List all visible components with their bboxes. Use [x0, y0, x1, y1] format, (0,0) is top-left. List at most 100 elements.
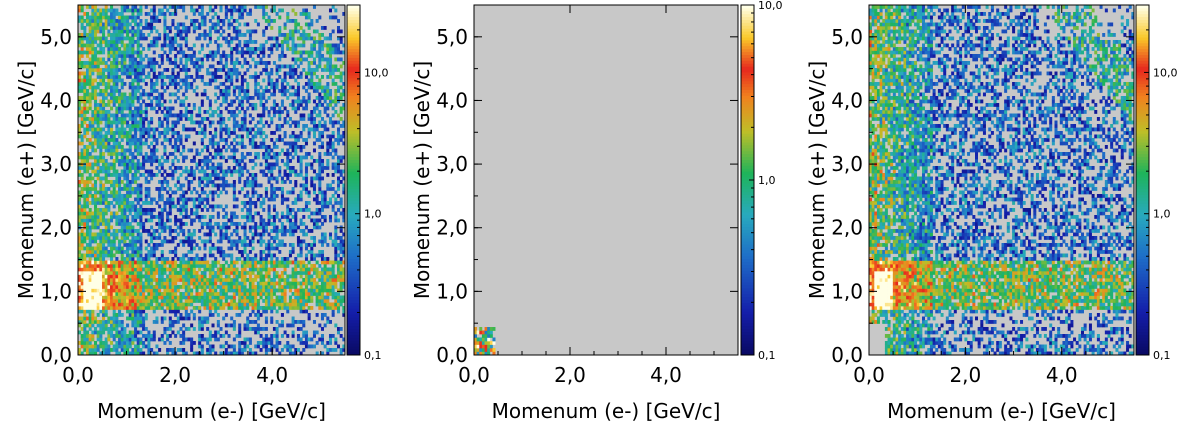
heatmap-cell — [123, 43, 127, 48]
heatmap-cell — [120, 330, 124, 335]
heatmap-cell — [126, 29, 130, 34]
heatmap-cell — [83, 204, 87, 209]
heatmap-cell — [206, 145, 210, 149]
heatmap-cell — [128, 57, 132, 62]
heatmap-cell — [214, 232, 218, 237]
heatmap-cell — [158, 169, 162, 174]
heatmap-cell — [198, 295, 202, 300]
heatmap-cell — [240, 295, 244, 300]
heatmap-cell — [88, 71, 92, 76]
heatmap-cell — [112, 183, 116, 188]
heatmap-cell — [238, 22, 242, 27]
heatmap-cell — [195, 281, 199, 286]
heatmap-cell — [283, 134, 287, 139]
heatmap-cell — [104, 92, 108, 97]
heatmap-cell — [158, 243, 162, 247]
heatmap-cell — [174, 183, 178, 188]
heatmap-cell — [256, 309, 260, 314]
heatmap-cell — [192, 264, 196, 268]
heatmap-cell — [214, 278, 218, 282]
heatmap-cell — [272, 208, 276, 212]
heatmap-cell — [136, 12, 140, 16]
heatmap-cell — [254, 190, 258, 195]
heatmap-cell — [147, 351, 151, 356]
heatmap-cell — [139, 131, 143, 135]
heatmap-cell — [99, 169, 103, 174]
heatmap-cell — [102, 211, 106, 216]
heatmap-cell — [168, 264, 172, 268]
heatmap-cell — [286, 204, 290, 209]
heatmap-cell — [176, 187, 180, 191]
heatmap-cell — [248, 180, 252, 184]
heatmap-cell — [280, 334, 284, 338]
heatmap-cell — [286, 148, 290, 153]
heatmap-cell — [166, 180, 170, 184]
heatmap-cell — [275, 309, 279, 314]
heatmap-cell — [139, 43, 143, 48]
heatmap-cell — [174, 75, 178, 79]
heatmap-cell — [80, 26, 84, 30]
heatmap-cell — [262, 306, 266, 310]
heatmap-cell — [198, 204, 202, 209]
heatmap-cell — [83, 313, 87, 317]
heatmap-cell — [275, 299, 279, 303]
heatmap-cell — [160, 8, 164, 13]
heatmap-cell — [283, 85, 287, 90]
heatmap-cell — [142, 155, 146, 160]
heatmap-cell — [200, 8, 204, 13]
heatmap-cell — [83, 29, 87, 34]
heatmap-cell — [139, 113, 143, 118]
heatmap-cell — [243, 327, 247, 331]
heatmap-cell — [168, 323, 172, 328]
heatmap-cell — [136, 169, 140, 174]
heatmap-cell — [123, 264, 127, 268]
heatmap-cell — [190, 166, 194, 170]
heatmap-cell — [168, 306, 172, 310]
heatmap-cell — [134, 302, 138, 307]
heatmap-cell — [267, 162, 271, 167]
heatmap-cell — [126, 36, 130, 41]
heatmap-cell — [144, 274, 148, 279]
heatmap-cell — [222, 208, 226, 212]
heatmap-cell — [187, 57, 191, 62]
heatmap-cell — [163, 285, 167, 289]
heatmap-cell — [88, 246, 92, 251]
heatmap-cell — [224, 57, 228, 62]
heatmap-cell — [246, 306, 250, 310]
heatmap-cell — [235, 57, 239, 62]
heatmap-cell — [102, 159, 106, 163]
heatmap-cell — [262, 54, 266, 58]
heatmap-cell — [155, 166, 159, 170]
heatmap-cell — [110, 334, 114, 338]
heatmap-cell — [288, 33, 292, 37]
heatmap-cell — [224, 267, 228, 272]
heatmap-cell — [118, 131, 122, 135]
heatmap-cell — [270, 82, 274, 86]
heatmap-cell — [203, 92, 207, 97]
heatmap-cell — [238, 190, 242, 195]
heatmap-cell — [99, 253, 103, 258]
heatmap-cell — [131, 257, 135, 261]
heatmap-cell — [219, 288, 223, 293]
heatmap-cell — [248, 267, 252, 272]
heatmap-cell — [192, 257, 196, 261]
heatmap-cell — [155, 260, 159, 265]
heatmap-cell — [275, 159, 279, 163]
heatmap-cell — [118, 264, 122, 268]
heatmap-cell — [230, 253, 234, 258]
heatmap-cell — [115, 183, 119, 188]
heatmap-cell — [126, 75, 130, 79]
heatmap-cell — [150, 278, 154, 282]
heatmap-cell — [110, 5, 114, 9]
heatmap-cell — [251, 201, 255, 205]
heatmap-cell — [238, 176, 242, 181]
heatmap-cell — [88, 264, 92, 268]
heatmap-cell — [291, 334, 295, 338]
heatmap-cell — [203, 260, 207, 265]
heatmap-cell — [102, 8, 106, 13]
heatmap-cell — [262, 173, 266, 177]
heatmap-cell — [126, 250, 130, 254]
heatmap-cell — [288, 19, 292, 23]
heatmap-cell — [176, 134, 180, 139]
heatmap-cell — [118, 47, 122, 51]
